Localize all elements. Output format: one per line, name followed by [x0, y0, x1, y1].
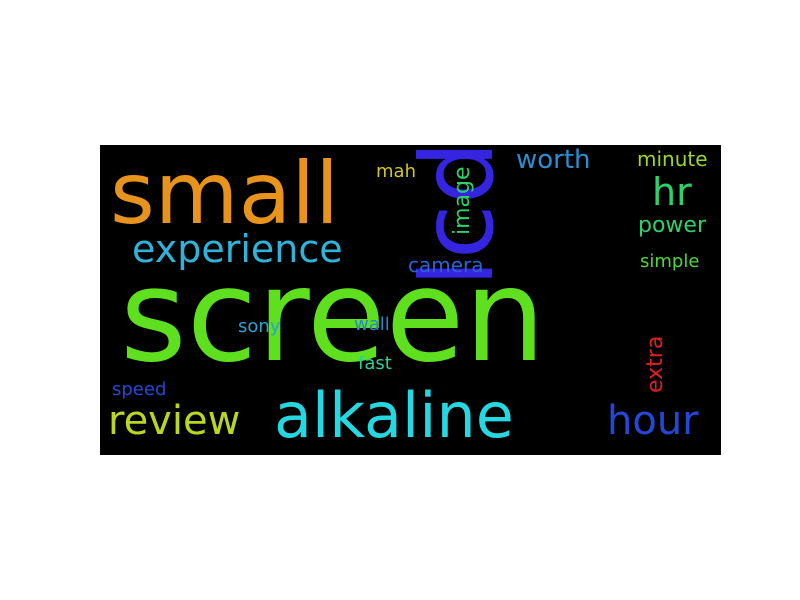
word-minute: minute: [637, 147, 708, 171]
word-camera: camera: [408, 253, 484, 277]
word-worth: worth: [516, 145, 591, 175]
word-image: image: [450, 166, 475, 235]
word-wall: wall: [354, 314, 390, 335]
word-simple: simple: [640, 251, 700, 272]
word-alkaline: alkaline: [274, 379, 514, 452]
word-screen: screen: [120, 242, 546, 391]
word-hour: hour: [607, 398, 699, 444]
word-speed: speed: [112, 379, 167, 400]
word-extra: extra: [643, 335, 668, 393]
word-cloud: screen lcd small alkaline experience rev…: [100, 145, 721, 455]
word-mah: mah: [376, 161, 416, 182]
word-sony: sony: [238, 316, 281, 337]
word-fast: fast: [358, 353, 392, 374]
word-power: power: [638, 213, 706, 238]
word-hr: hr: [652, 170, 692, 214]
word-review: review: [108, 398, 241, 444]
word-experience: experience: [132, 227, 343, 271]
word-small: small: [110, 145, 340, 244]
